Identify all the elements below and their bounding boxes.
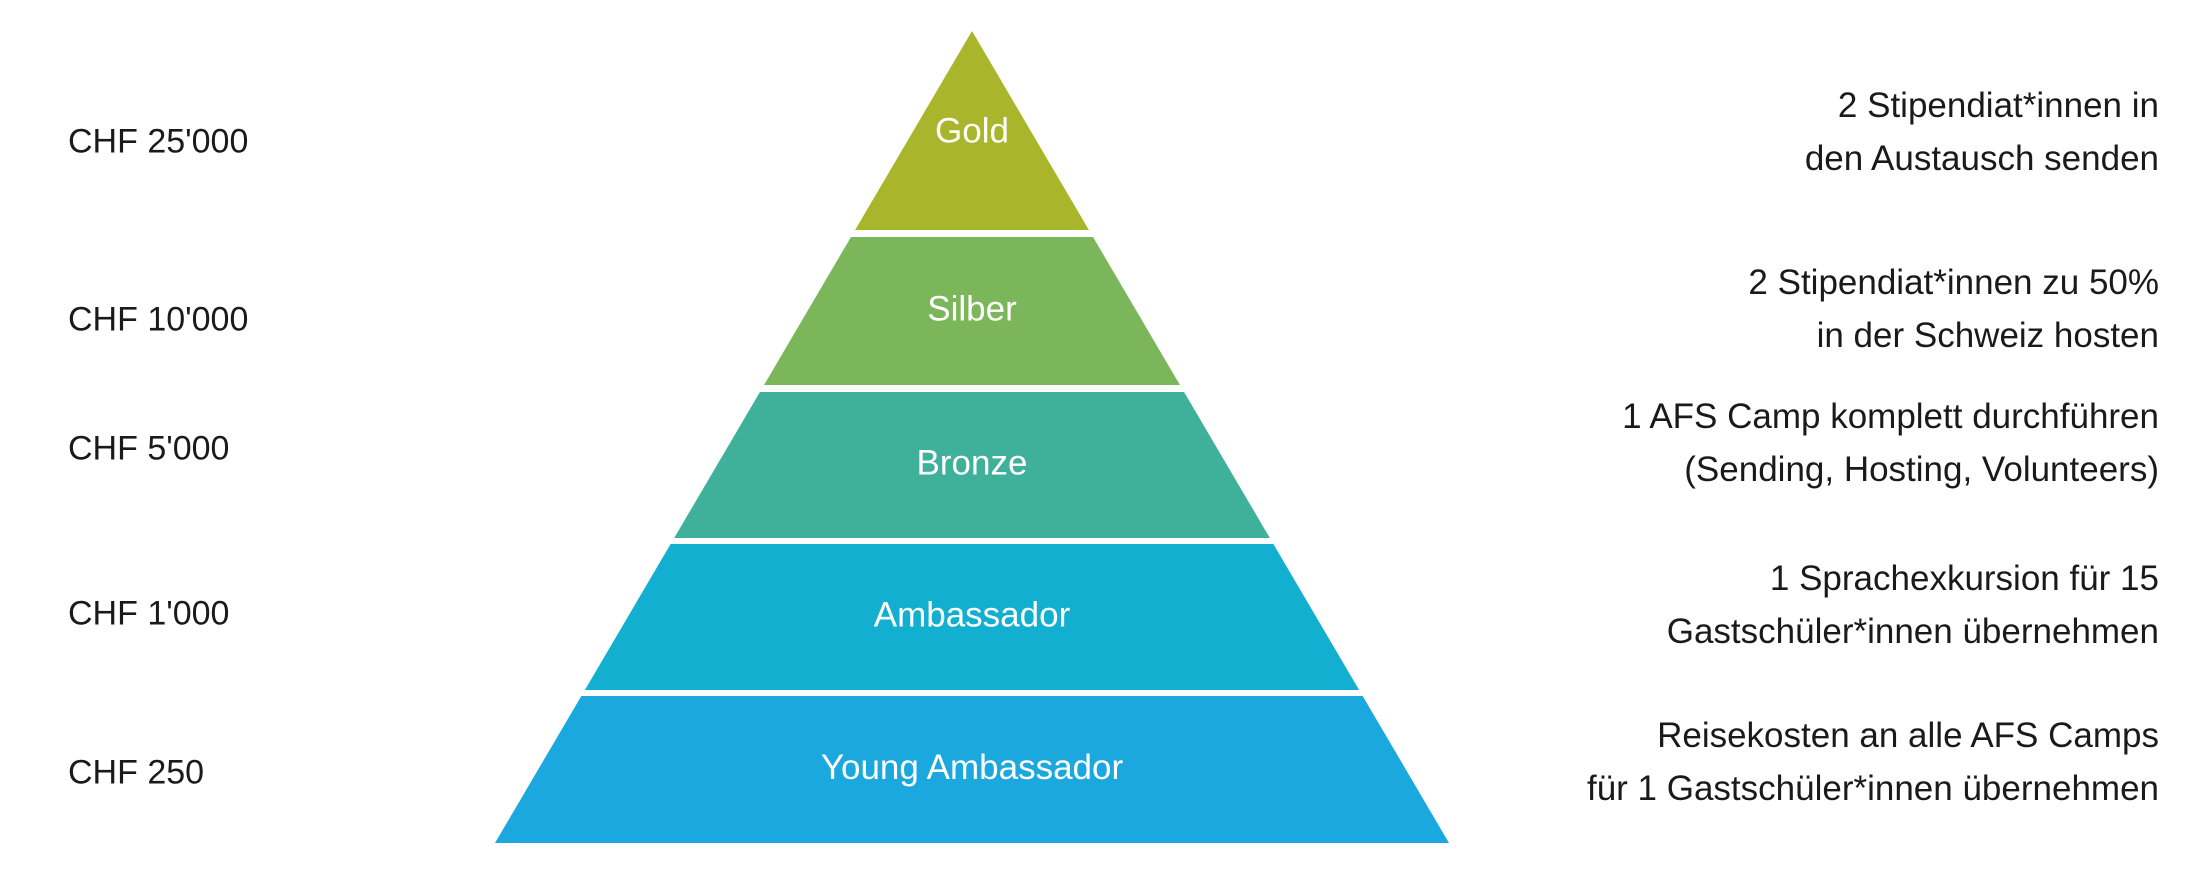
description-young-ambassador: Reisekosten an alle AFS Camps für 1 Gast… xyxy=(1587,709,2159,815)
amount-bronze: CHF 5'000 xyxy=(68,429,230,468)
tier-band-ambassador xyxy=(584,544,1360,690)
description-line: Reisekosten an alle AFS Camps xyxy=(1657,716,2159,755)
description-line: für 1 Gastschüler*innen übernehmen xyxy=(1586,769,2159,808)
description-line: Gastschüler*innen übernehmen xyxy=(1666,612,2159,651)
description-line: 2 Stipendiat*innen in xyxy=(1837,86,2159,125)
description-silber: 2 Stipendiat*innen zu 50% in der Schweiz… xyxy=(1748,256,2159,362)
tier-label-bronze: Bronze xyxy=(917,443,1028,482)
description-line: in der Schweiz hosten xyxy=(1816,316,2159,355)
description-line: 1 Sprachexkursion für 15 xyxy=(1769,559,2159,598)
amount-young-ambassador: CHF 250 xyxy=(68,753,205,792)
description-gold: 2 Stipendiat*innen in den Austausch send… xyxy=(1805,79,2159,185)
tier-label-gold: Gold xyxy=(935,111,1009,150)
amount-gold: CHF 25'000 xyxy=(68,122,249,161)
tier-label-young-ambassador: Young Ambassador xyxy=(821,748,1124,787)
amount-ambassador: CHF 1'000 xyxy=(68,594,230,633)
description-bronze: 1 AFS Camp komplett durchführen (Sending… xyxy=(1622,390,2159,496)
description-line: (Sending, Hosting, Volunteers) xyxy=(1684,450,2159,489)
description-ambassador: 1 Sprachexkursion für 15 Gastschüler*inn… xyxy=(1667,552,2159,658)
description-line: den Austausch senden xyxy=(1804,139,2159,178)
tier-label-ambassador: Ambassador xyxy=(874,595,1071,634)
tier-band-bronze xyxy=(674,392,1270,538)
tier-band-silber xyxy=(764,237,1180,385)
tier-band-gold xyxy=(855,31,1089,230)
description-line: 1 AFS Camp komplett durchführen xyxy=(1622,397,2159,436)
description-line: 2 Stipendiat*innen zu 50% xyxy=(1748,263,2159,302)
amount-silber: CHF 10'000 xyxy=(68,300,249,339)
tier-label-silber: Silber xyxy=(927,289,1017,328)
tier-band-young-ambassador xyxy=(495,696,1449,843)
